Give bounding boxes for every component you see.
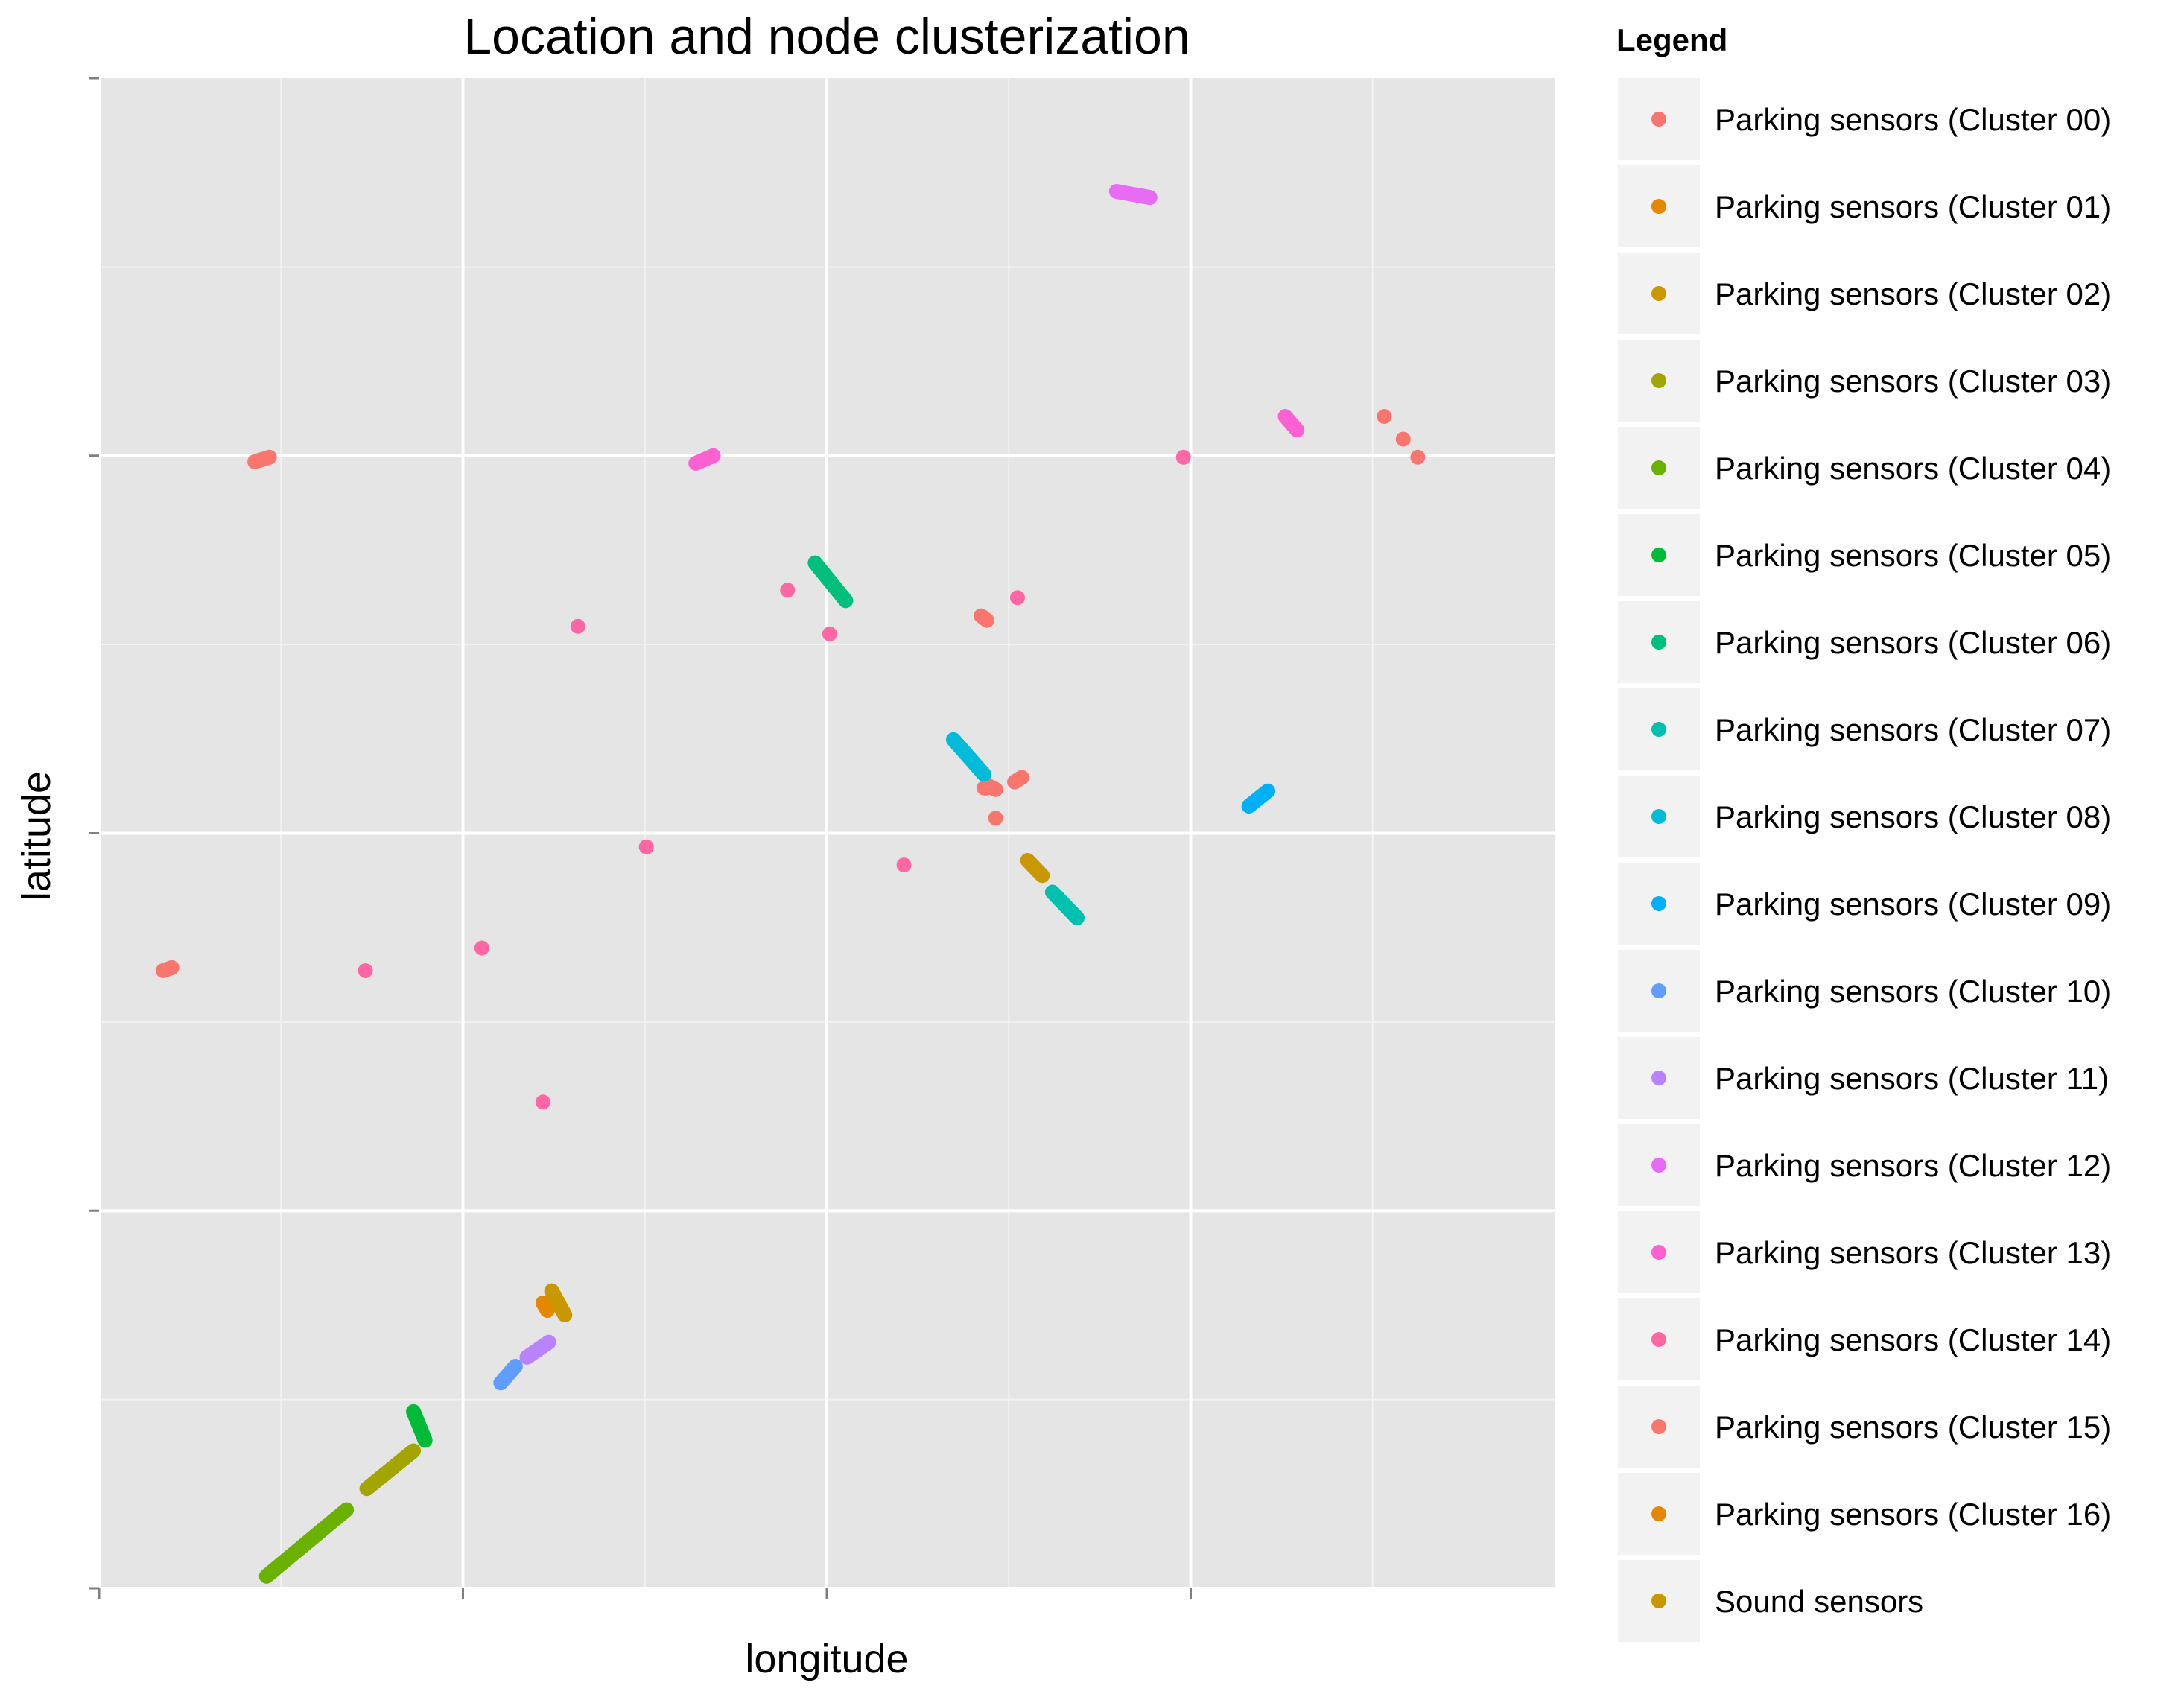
legend-key-point: [1651, 1158, 1666, 1173]
point-run: [974, 608, 994, 628]
point-run: [945, 732, 992, 782]
legend-label: Parking sensors (Cluster 07): [1715, 712, 2111, 747]
legend-key-point: [1651, 1332, 1666, 1347]
legend-key-point: [1651, 896, 1666, 911]
legend-label: Sound sensors: [1715, 1584, 1923, 1619]
point-run: [982, 779, 1003, 797]
legend-label: Parking sensors (Cluster 12): [1715, 1148, 2111, 1183]
legend-label: Parking sensors (Cluster 08): [1715, 799, 2111, 834]
data-point: [896, 857, 912, 873]
legend-label: Parking sensors (Cluster 02): [1715, 276, 2111, 311]
point-run: [1241, 783, 1276, 814]
y-axis-label: latitude: [14, 771, 59, 901]
legend-label: Parking sensors (Cluster 03): [1715, 364, 2111, 399]
legend-label: Parking sensors (Cluster 16): [1715, 1497, 2111, 1532]
legend-key-point: [1651, 1506, 1666, 1521]
data-point: [535, 1094, 550, 1110]
legend: Legend Parking sensors (Cluster 00) Parki…: [1616, 22, 2111, 1642]
legend-label: Parking sensors (Cluster 06): [1715, 625, 2111, 660]
legend-title: Legend: [1616, 22, 1727, 57]
legend-label: Parking sensors (Cluster 05): [1715, 538, 2111, 573]
point-run: [1007, 770, 1029, 790]
point-run: [807, 555, 854, 609]
grid-major: [98, 78, 1555, 1590]
data-point: [1009, 590, 1025, 606]
point-run: [1020, 852, 1050, 884]
data-point: [988, 811, 1003, 826]
legend-label: Parking sensors (Cluster 10): [1715, 974, 2111, 1009]
point-run: [519, 1334, 556, 1365]
x-axis-label: longitude: [745, 1637, 908, 1681]
point-run: [493, 1359, 523, 1391]
legend-key-point: [1651, 112, 1666, 127]
point-run: [688, 448, 721, 471]
point-run: [155, 960, 180, 978]
legend-key-point: [1651, 635, 1666, 650]
data-point: [1410, 449, 1426, 465]
legend-label: Parking sensors (Cluster 00): [1715, 102, 2111, 137]
point-run: [406, 1404, 433, 1448]
legend-label: Parking sensors (Cluster 15): [1715, 1409, 2111, 1445]
data-point: [822, 626, 837, 641]
point-run: [247, 449, 277, 469]
legend-key-point: [1651, 286, 1666, 301]
legend-label: Parking sensors (Cluster 01): [1715, 189, 2111, 224]
legend-key-point: [1651, 983, 1666, 998]
legend-key-point: [1651, 1245, 1666, 1260]
legend-key-point: [1651, 1594, 1666, 1608]
data-point: [474, 940, 489, 956]
data-point: [1377, 409, 1392, 425]
legend-key-point: [1651, 373, 1666, 388]
data-point: [1395, 431, 1411, 447]
point-run: [544, 1283, 573, 1323]
legend-key-point: [1651, 548, 1666, 562]
point-run: [1108, 184, 1158, 206]
legend-label: Parking sensors (Cluster 13): [1715, 1235, 2111, 1270]
data-point: [638, 839, 654, 854]
legend-key-point: [1651, 1419, 1666, 1434]
legend-key-point: [1651, 199, 1666, 214]
legend-key-point: [1651, 809, 1666, 824]
point-run: [1277, 409, 1305, 438]
legend-key-point: [1651, 460, 1666, 475]
data-point: [780, 583, 796, 598]
legend-label: Parking sensors (Cluster 14): [1715, 1322, 2111, 1357]
axis-ticks: [89, 77, 1192, 1599]
point-run: [258, 1502, 355, 1584]
point-run: [1044, 884, 1085, 926]
data-point: [358, 963, 373, 978]
point-run: [359, 1443, 422, 1497]
marks: [155, 184, 1426, 1584]
legend-label: Parking sensors (Cluster 04): [1715, 451, 2111, 486]
data-point: [1175, 449, 1191, 465]
data-point: [570, 618, 585, 634]
legend-key-point: [1651, 1071, 1666, 1085]
legend-key-point: [1651, 722, 1666, 737]
legend-label: Parking sensors (Cluster 09): [1715, 887, 2111, 922]
legend-label: Parking sensors (Cluster 11): [1715, 1061, 2109, 1096]
chart-title: Location and node clusterization: [463, 8, 1190, 65]
